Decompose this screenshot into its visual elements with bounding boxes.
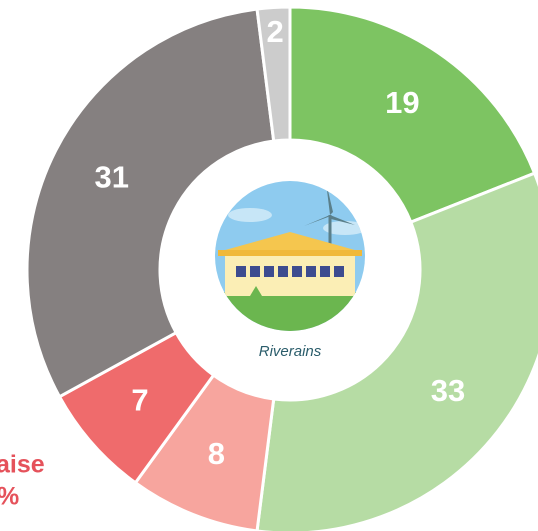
value-label: 2 xyxy=(267,14,284,49)
center-icon xyxy=(215,181,365,331)
value-label: 7 xyxy=(131,382,148,417)
value-label: 19 xyxy=(385,85,419,120)
value-label: 33 xyxy=(431,373,465,408)
center-label: Riverains xyxy=(259,343,322,360)
value-label: 8 xyxy=(208,436,225,471)
annotation: aise xyxy=(0,451,45,479)
value-label: 31 xyxy=(95,159,129,194)
annotation: % xyxy=(0,483,19,511)
